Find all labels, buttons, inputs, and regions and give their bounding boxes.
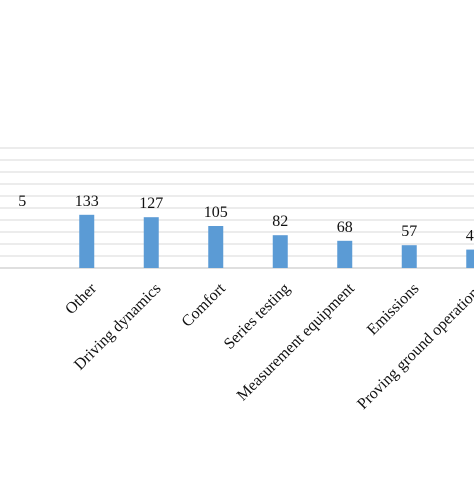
data-label: 57 <box>401 223 417 240</box>
data-label: 68 <box>337 219 353 236</box>
bar <box>208 226 224 268</box>
data-label: 46 <box>466 228 474 245</box>
x-tick-label: Emissions <box>364 280 423 339</box>
bar <box>79 214 95 268</box>
x-tick-label: Measurement equipment <box>234 280 359 405</box>
x-tick-label: Other <box>62 280 100 318</box>
data-label: 5 <box>18 193 26 210</box>
data-label: 105 <box>204 204 228 221</box>
x-tick-label: Series testing <box>221 280 294 353</box>
data-label: 82 <box>272 213 288 230</box>
x-tick-label: Comfort <box>179 280 230 331</box>
bar <box>272 235 288 268</box>
bar <box>401 245 417 268</box>
data-label: 127 <box>139 195 163 212</box>
bar <box>143 217 159 268</box>
data-label: 133 <box>75 193 99 210</box>
bar <box>466 249 474 268</box>
bar <box>337 240 353 268</box>
